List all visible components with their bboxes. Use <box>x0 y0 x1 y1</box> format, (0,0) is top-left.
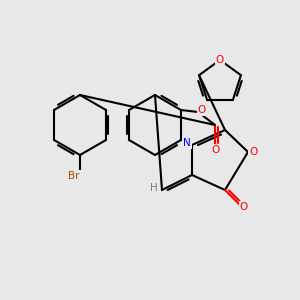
Text: H: H <box>150 183 158 193</box>
Text: O: O <box>198 105 206 115</box>
Text: O: O <box>216 55 224 65</box>
Text: N: N <box>183 138 191 148</box>
Text: Br: Br <box>68 171 80 181</box>
Text: O: O <box>249 147 257 157</box>
Text: O: O <box>240 202 248 212</box>
Text: O: O <box>211 145 219 155</box>
